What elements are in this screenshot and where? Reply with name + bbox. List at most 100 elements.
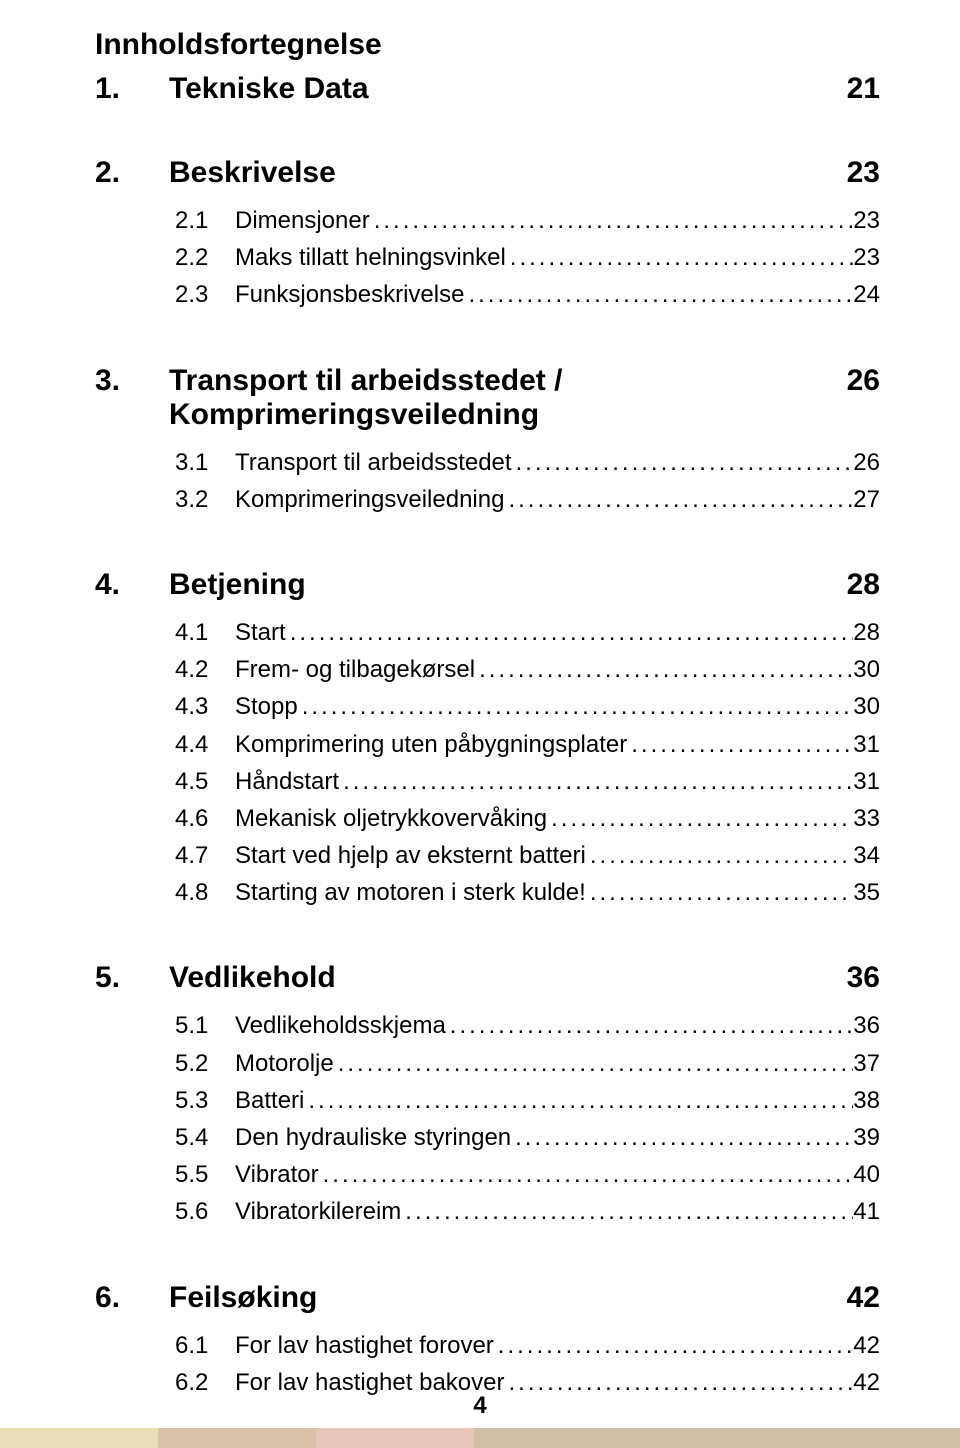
toc-item-label: Dimensjoner: [235, 202, 370, 239]
toc-item-page: 30: [853, 651, 880, 688]
toc-item-number: 4.8: [175, 874, 235, 911]
section-number: 6.: [95, 1281, 137, 1315]
toc-page: Innholdsfortegnelse 1.Tekniske Data212.B…: [0, 0, 960, 1401]
toc-leader-dots: ........................................…: [504, 481, 853, 518]
bar-segment: [474, 1428, 960, 1448]
toc-item-label: For lav hastighet forover: [235, 1327, 494, 1364]
toc-item-page: 34: [853, 837, 880, 874]
toc-item-page: 41: [853, 1193, 880, 1230]
toc-item-number: 2.3: [175, 276, 235, 313]
toc-section: 5.Vedlikehold36 5.1Vedlikeholdsskjema....…: [95, 961, 880, 1230]
toc-item-number: 5.5: [175, 1156, 235, 1193]
toc-item-number: 5.4: [175, 1119, 235, 1156]
toc-item-page: 23: [853, 239, 880, 276]
toc-item-page: 33: [853, 800, 880, 837]
section-number: 1.: [95, 72, 137, 106]
toc-row: 2.3Funksjonsbeskrivelse.................…: [95, 276, 880, 313]
toc-row: 4.3Stopp................................…: [95, 688, 880, 725]
section-page: 36: [847, 961, 880, 995]
section-header: 3.Transport til arbeidsstedet / Komprime…: [95, 364, 880, 432]
toc-row: 5.5Vibrator.............................…: [95, 1156, 880, 1193]
toc-item-page: 35: [853, 874, 880, 911]
toc-row: 5.4Den hydrauliske styringen............…: [95, 1119, 880, 1156]
bottom-color-bar: [0, 1428, 960, 1448]
section-page: 42: [847, 1281, 880, 1315]
section-title: Vedlikehold: [169, 961, 847, 995]
toc-row: 5.1Vedlikeholdsskjema...................…: [95, 1007, 880, 1044]
toc-item-number: 6.1: [175, 1327, 235, 1364]
section-title: Tekniske Data: [169, 72, 847, 106]
toc-item-page: 36: [853, 1007, 880, 1044]
section-page: 28: [847, 568, 880, 602]
toc-item-page: 40: [853, 1156, 880, 1193]
toc-item-label: Vibratorkilereim: [235, 1193, 401, 1230]
toc-item-number: 3.1: [175, 444, 235, 481]
toc-item-number: 5.2: [175, 1045, 235, 1082]
toc-item-label: Maks tillatt helningsvinkel: [235, 239, 506, 276]
toc-item-page: 39: [853, 1119, 880, 1156]
toc-item-number: 4.3: [175, 688, 235, 725]
toc-item-label: Vibrator: [235, 1156, 319, 1193]
toc-row: 6.1For lav hastighet forover............…: [95, 1327, 880, 1364]
toc-item-label: Stopp: [235, 688, 298, 725]
toc-leader-dots: ........................................…: [334, 1045, 854, 1082]
toc-item-number: 4.2: [175, 651, 235, 688]
toc-row: 4.5Håndstart............................…: [95, 763, 880, 800]
toc-item-label: Motorolje: [235, 1045, 334, 1082]
toc-section: 6.Feilsøking426.1For lav hastighet forov…: [95, 1281, 880, 1401]
toc-item-label: Frem- og tilbagekørsel: [235, 651, 475, 688]
toc-item-page: 23: [853, 202, 880, 239]
toc-item-label: Start: [235, 614, 286, 651]
toc-item-number: 4.7: [175, 837, 235, 874]
section-header: 5.Vedlikehold36: [95, 961, 880, 995]
toc-section: 1.Tekniske Data21: [95, 72, 880, 106]
toc-row: 2.2Maks tillatt helningsvinkel..........…: [95, 239, 880, 276]
toc-leader-dots: ........................................…: [586, 837, 853, 874]
toc-leader-dots: ........................................…: [286, 614, 854, 651]
toc-item-number: 2.1: [175, 202, 235, 239]
toc-leader-dots: ........................................…: [319, 1156, 854, 1193]
toc-row: 4.6Mekanisk oljetrykkovervåking.........…: [95, 800, 880, 837]
toc-row: 5.3Batteri..............................…: [95, 1082, 880, 1119]
toc-item-label: Vedlikeholdsskjema: [235, 1007, 446, 1044]
toc-sections: 1.Tekniske Data212.Beskrivelse232.1Dimen…: [95, 72, 880, 1401]
toc-leader-dots: ........................................…: [547, 800, 853, 837]
toc-leader-dots: ........................................…: [511, 1119, 853, 1156]
toc-row: 5.2Motorolje............................…: [95, 1045, 880, 1082]
bar-segment: [316, 1428, 474, 1448]
toc-leader-dots: ........................................…: [401, 1193, 853, 1230]
toc-item-page: 26: [853, 444, 880, 481]
toc-item-page: 28: [853, 614, 880, 651]
toc-item-label: Mekanisk oljetrykkovervåking: [235, 800, 547, 837]
toc-leader-dots: ........................................…: [475, 651, 853, 688]
toc-leader-dots: ........................................…: [370, 202, 854, 239]
toc-row: 4.8Starting av motoren i sterk kulde!...…: [95, 874, 880, 911]
toc-leader-dots: ........................................…: [512, 444, 854, 481]
toc-item-page: 27: [853, 481, 880, 518]
toc-row: 4.2Frem- og tilbagekørsel...............…: [95, 651, 880, 688]
page-title: Innholdsfortegnelse: [95, 28, 880, 62]
toc-item-number: 5.6: [175, 1193, 235, 1230]
toc-leader-dots: ........................................…: [339, 763, 853, 800]
toc-row: 2.1Dimensjoner..........................…: [95, 202, 880, 239]
toc-item-page: 24: [853, 276, 880, 313]
toc-leader-dots: ........................................…: [304, 1082, 853, 1119]
toc-item-number: 5.1: [175, 1007, 235, 1044]
toc-item-label: Starting av motoren i sterk kulde!: [235, 874, 586, 911]
toc-item-label: Komprimeringsveiledning: [235, 481, 504, 518]
toc-item-label: Batteri: [235, 1082, 304, 1119]
toc-item-number: 4.4: [175, 726, 235, 763]
toc-item-page: 31: [853, 726, 880, 763]
toc-item-number: 3.2: [175, 481, 235, 518]
section-page: 26: [847, 364, 880, 398]
toc-item-number: 4.5: [175, 763, 235, 800]
section-number: 2.: [95, 156, 137, 190]
toc-item-label: Den hydrauliske styringen: [235, 1119, 511, 1156]
toc-item-page: 38: [853, 1082, 880, 1119]
toc-leader-dots: ........................................…: [506, 239, 854, 276]
toc-row: 4.4Komprimering uten påbygningsplater...…: [95, 726, 880, 763]
toc-row: 3.1Transport til arbeidsstedet..........…: [95, 444, 880, 481]
toc-item-label: Transport til arbeidsstedet: [235, 444, 512, 481]
toc-item-label: Komprimering uten påbygningsplater: [235, 726, 627, 763]
section-header: 2.Beskrivelse23: [95, 156, 880, 190]
